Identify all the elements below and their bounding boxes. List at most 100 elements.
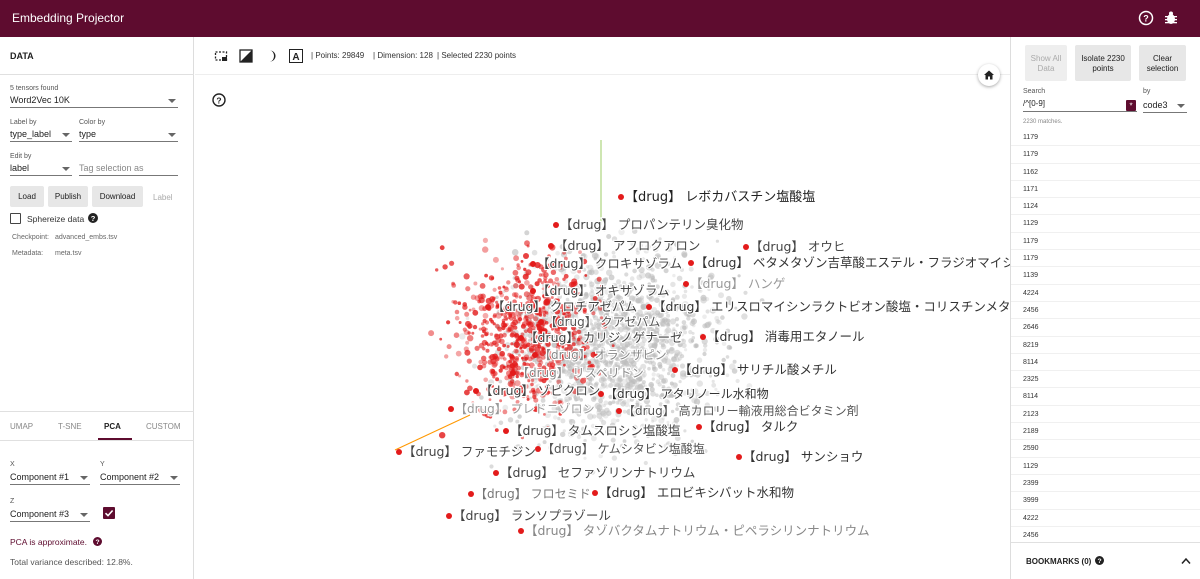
labeled-point[interactable] <box>518 528 524 534</box>
labeled-point[interactable] <box>688 260 694 266</box>
x-component-select[interactable]: Component #1 <box>10 471 90 485</box>
bug-report-icon[interactable] <box>1163 10 1179 26</box>
search-result-item[interactable]: 2646 <box>1011 319 1200 337</box>
labeled-point[interactable] <box>485 304 491 310</box>
sphereize-checkbox[interactable] <box>10 213 21 224</box>
labeled-point[interactable] <box>468 491 474 497</box>
search-result-item[interactable]: 8114 <box>1011 354 1200 372</box>
help-icon[interactable]: ? <box>93 537 102 546</box>
labeled-point[interactable] <box>448 406 454 412</box>
text-labels-icon[interactable]: A <box>289 49 303 63</box>
edit-by-select[interactable]: label <box>10 162 72 176</box>
search-result-item[interactable]: 2590 <box>1011 440 1200 458</box>
tab-custom[interactable]: CUSTOM <box>146 422 181 431</box>
help-icon[interactable]: ? <box>88 213 98 223</box>
tag-selection-input[interactable]: Tag selection as <box>79 162 178 176</box>
svg-text:?: ? <box>1097 558 1101 565</box>
labeled-point[interactable] <box>672 367 678 373</box>
regex-toggle[interactable]: * <box>1126 100 1136 111</box>
labeled-point[interactable] <box>532 352 538 358</box>
labeled-point[interactable] <box>530 261 536 267</box>
search-result-item[interactable]: 8114 <box>1011 388 1200 406</box>
help-icon[interactable]: ? <box>1138 10 1154 26</box>
search-by-select[interactable]: code3 <box>1143 99 1187 113</box>
labeled-point[interactable] <box>683 281 689 287</box>
point-label: 【drug】 クロキサゾラム <box>537 256 682 271</box>
labeled-point[interactable] <box>446 513 452 519</box>
search-result-item[interactable]: 2325 <box>1011 371 1200 389</box>
search-result-item[interactable]: 1162 <box>1011 164 1200 181</box>
search-result-item[interactable]: 2123 <box>1011 406 1200 424</box>
search-result-item[interactable]: 8219 <box>1011 337 1200 354</box>
search-result-item[interactable]: 2399 <box>1011 475 1200 493</box>
tensor-select[interactable]: Word2Vec 10K <box>10 94 178 108</box>
z-enabled-checkbox[interactable] <box>103 507 115 519</box>
labeled-point[interactable] <box>618 194 624 200</box>
labeled-point[interactable] <box>548 243 554 249</box>
point-label: 【drug】 オランザピン <box>539 348 667 362</box>
search-result-item[interactable]: 1139 <box>1011 267 1200 285</box>
labeled-point[interactable] <box>535 446 541 452</box>
search-result-item[interactable]: 3999 <box>1011 492 1200 510</box>
clear-selection-label: Clear selection <box>1146 54 1179 73</box>
labeled-point[interactable] <box>553 222 559 228</box>
labeled-point[interactable] <box>518 335 524 341</box>
labeled-point[interactable] <box>736 454 742 460</box>
labeled-point[interactable] <box>538 319 544 325</box>
labeled-point[interactable] <box>696 424 702 430</box>
z-caption: Z <box>10 498 15 505</box>
labeled-point[interactable] <box>598 391 604 397</box>
labeled-point[interactable] <box>510 370 516 376</box>
show-all-data-button[interactable]: Show All Data <box>1025 45 1067 81</box>
y-component-select[interactable]: Component #2 <box>100 471 180 485</box>
reset-view-button[interactable] <box>978 64 1000 86</box>
tab-tsne[interactable]: T-SNE <box>58 422 82 431</box>
search-result-item[interactable]: 1129 <box>1011 215 1200 233</box>
chevron-up-icon[interactable] <box>1181 557 1191 565</box>
moon-icon[interactable] <box>264 49 278 63</box>
search-result-item[interactable]: 4222 <box>1011 510 1200 527</box>
publish-button[interactable]: Publish <box>48 186 88 207</box>
labeled-point[interactable] <box>396 449 402 455</box>
search-result-item[interactable]: 1124 <box>1011 198 1200 216</box>
search-result-item[interactable]: 1179 <box>1011 250 1200 268</box>
isolate-points-button[interactable]: Isolate 2230 points <box>1075 45 1131 81</box>
tab-pca[interactable]: PCA <box>104 422 121 431</box>
load-button[interactable]: Load <box>10 186 44 207</box>
scatter-plot[interactable]: 【drug】 レボカバスチン塩酸塩【drug】 プロパンテリン臭化物【drug】… <box>195 75 1010 579</box>
search-result-item[interactable]: 1179 <box>1011 129 1200 147</box>
search-result-item[interactable]: 2456 <box>1011 527 1200 542</box>
label-button[interactable]: Label <box>153 193 173 202</box>
labeled-point[interactable] <box>743 244 749 250</box>
search-result-item[interactable]: 2456 <box>1011 302 1200 320</box>
clear-selection-button[interactable]: Clear selection <box>1139 45 1186 81</box>
search-result-item[interactable]: 1179 <box>1011 146 1200 164</box>
download-button[interactable]: Download <box>92 186 143 207</box>
labeled-point[interactable] <box>592 490 598 496</box>
labeled-point[interactable] <box>646 304 652 310</box>
help-icon[interactable]: ? <box>1095 556 1104 565</box>
search-result-item[interactable]: 1179 <box>1011 233 1200 251</box>
labeled-point[interactable] <box>530 288 536 294</box>
search-result-item[interactable]: 1171 <box>1011 181 1200 199</box>
projection-tabs: UMAP T-SNE PCA CUSTOM <box>0 412 194 440</box>
search-result-item[interactable]: 2189 <box>1011 423 1200 441</box>
search-result-item[interactable]: 4224 <box>1011 285 1200 302</box>
select-rectangle-icon[interactable] <box>214 49 228 63</box>
labeled-point[interactable] <box>473 388 479 394</box>
chevron-down-icon <box>62 167 70 171</box>
label-by-select[interactable]: type_label <box>10 128 72 142</box>
labeled-point[interactable] <box>503 428 509 434</box>
labeled-point[interactable] <box>616 408 622 414</box>
search-result-item[interactable]: 1129 <box>1011 458 1200 475</box>
night-mode-icon[interactable] <box>239 49 253 63</box>
z-component-select[interactable]: Component #3 <box>10 508 90 522</box>
color-by-select[interactable]: type <box>79 128 178 142</box>
point-label: 【drug】 アタリノール水和物 <box>605 387 769 401</box>
labeled-point[interactable] <box>700 334 706 340</box>
help-icon[interactable]: ? <box>212 93 226 107</box>
tab-umap[interactable]: UMAP <box>10 422 34 431</box>
labeled-point[interactable] <box>493 470 499 476</box>
search-input[interactable]: /^[0-9] <box>1023 99 1137 112</box>
point-labels: 【drug】 レボカバスチン塩酸塩【drug】 プロパンテリン臭化物【drug】… <box>396 189 1010 539</box>
